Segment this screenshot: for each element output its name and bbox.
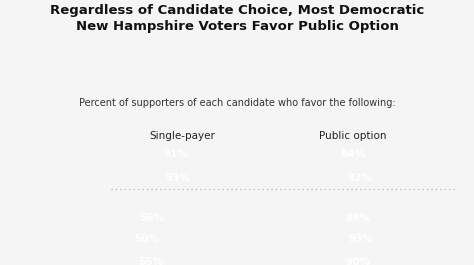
Text: 93%: 93% xyxy=(165,173,190,183)
Text: 91%: 91% xyxy=(164,149,189,159)
Text: Single-payer: Single-payer xyxy=(150,131,215,141)
Text: 50%: 50% xyxy=(135,234,159,244)
Text: 89%: 89% xyxy=(345,213,370,223)
Text: 84%: 84% xyxy=(340,149,365,159)
Text: Regardless of Candidate Choice, Most Democratic
New Hampshire Voters Favor Publi: Regardless of Candidate Choice, Most Dem… xyxy=(50,4,424,33)
Text: 55%: 55% xyxy=(138,257,163,265)
Text: 93%: 93% xyxy=(348,234,374,244)
Text: 56%: 56% xyxy=(139,213,164,223)
Text: Percent of supporters of each candidate who favor the following:: Percent of supporters of each candidate … xyxy=(79,98,395,108)
Text: 90%: 90% xyxy=(346,257,371,265)
Text: 92%: 92% xyxy=(348,173,373,183)
Text: Public option: Public option xyxy=(319,131,387,141)
